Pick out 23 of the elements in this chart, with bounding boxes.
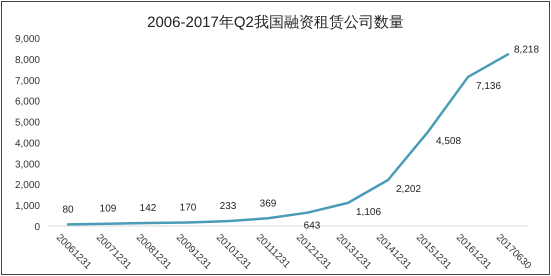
y-tick-label: 8,000 — [14, 54, 40, 66]
text: 7,136 — [476, 80, 502, 92]
y-tick-label: 4,000 — [14, 138, 40, 150]
text: 643 — [304, 220, 320, 232]
text: 109 — [100, 204, 116, 215]
text: 369 — [260, 198, 276, 210]
y-tick-label: 6,000 — [14, 96, 40, 108]
text: 142 — [140, 203, 156, 214]
y-tick-label: 2,000 — [14, 180, 40, 192]
text: 8,218 — [514, 44, 540, 56]
text: 80 — [62, 204, 74, 216]
chart-title: 2006-2017年Q2我国融资租赁公司数量 — [147, 14, 404, 31]
text: 4,508 — [436, 136, 462, 147]
y-tick-label: 7,000 — [14, 76, 40, 87]
y-tick-label: 3,000 — [14, 159, 40, 170]
text: 2,202 — [396, 184, 422, 196]
y-tick-label: 5,000 — [14, 118, 40, 129]
y-tick-label: 0 — [34, 222, 40, 233]
text: 170 — [180, 202, 196, 214]
text: 233 — [220, 201, 236, 212]
text: 1,106 — [356, 206, 382, 218]
y-tick-label: 9,000 — [14, 34, 40, 45]
y-tick-label: 1,000 — [14, 201, 40, 212]
